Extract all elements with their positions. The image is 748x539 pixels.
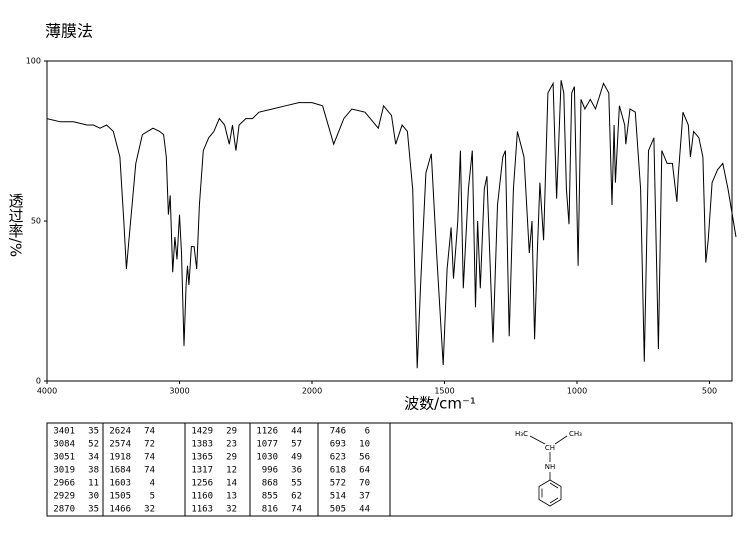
peak-wavenumber: 505 (330, 505, 346, 515)
peak-wavenumber: 2966 (53, 479, 75, 489)
peak-transmittance: 37 (359, 492, 370, 502)
peak-wavenumber: 2574 (109, 440, 131, 450)
x-axis-label: 波数/cm⁻¹ (404, 395, 476, 413)
peak-transmittance: 23 (226, 440, 237, 450)
structure-label: H₃C (515, 430, 528, 438)
peak-wavenumber: 3051 (53, 453, 75, 463)
peak-transmittance: 14 (226, 479, 237, 489)
table-dividers (102, 423, 391, 516)
bonds (529, 435, 568, 507)
peak-wavenumber: 3084 (53, 440, 75, 450)
peak-transmittance: 62 (291, 492, 302, 502)
structure: H₃C CH₃ CH NH (515, 430, 582, 507)
structure-label: NH (545, 463, 556, 471)
peak-transmittance: 5 (150, 492, 155, 502)
peak-transmittance: 32 (144, 505, 155, 515)
peak-transmittance: 32 (226, 505, 237, 515)
peak-wavenumber: 1256 (191, 479, 213, 489)
peak-wavenumber: 693 (330, 440, 346, 450)
peak-wavenumber: 2929 (53, 492, 75, 502)
peak-transmittance: 44 (291, 427, 302, 437)
peak-wavenumber: 1365 (191, 453, 213, 463)
peak-wavenumber: 1918 (109, 453, 131, 463)
peak-transmittance: 74 (291, 505, 302, 515)
peak-transmittance: 11 (88, 479, 99, 489)
peak-transmittance: 29 (226, 427, 237, 437)
peak-wavenumber: 2624 (109, 427, 131, 437)
peak-transmittance: 13 (226, 492, 237, 502)
peak-transmittance: 72 (144, 440, 155, 450)
peak-wavenumber: 1126 (256, 427, 278, 437)
peak-wavenumber: 1684 (109, 466, 131, 476)
peak-wavenumber: 1466 (109, 505, 131, 515)
y-axis-label: 透过率/% (7, 193, 25, 257)
peak-wavenumber: 1429 (191, 427, 213, 437)
peak-wavenumber: 1163 (191, 505, 213, 515)
peak-wavenumber: 746 (330, 427, 346, 437)
peak-transmittance: 55 (291, 479, 302, 489)
plot-frame (46, 60, 733, 382)
peak-wavenumber: 1077 (256, 440, 278, 450)
peak-transmittance: 74 (144, 427, 155, 437)
peak-transmittance: 30 (88, 492, 99, 502)
peak-wavenumber: 618 (330, 466, 346, 476)
peak-wavenumber: 514 (330, 492, 346, 502)
peak-transmittance: 38 (88, 466, 99, 476)
peak-transmittance: 74 (144, 466, 155, 476)
peak-transmittance: 70 (359, 479, 370, 489)
peak-wavenumber: 623 (330, 453, 346, 463)
peak-wavenumber: 816 (262, 505, 278, 515)
peak-transmittance: 34 (88, 453, 99, 463)
peak-transmittance: 6 (365, 427, 370, 437)
structure-label: CH (545, 444, 555, 452)
peak-transmittance: 49 (291, 453, 302, 463)
peak-transmittance: 64 (359, 466, 370, 476)
peak-wavenumber: 1603 (109, 479, 131, 489)
peak-wavenumber: 1317 (191, 466, 213, 476)
peak-transmittance: 36 (291, 466, 302, 476)
x-tick-label: 1000 (567, 387, 587, 396)
peak-transmittance: 74 (144, 453, 155, 463)
x-tick-label: 4000 (37, 387, 57, 396)
peak-wavenumber: 1505 (109, 492, 131, 502)
peak-wavenumber: 2870 (53, 505, 75, 515)
peak-transmittance: 12 (226, 466, 237, 476)
peak-wavenumber: 3019 (53, 466, 75, 476)
structure-label: CH₃ (569, 430, 582, 438)
peak-wavenumber: 572 (330, 479, 346, 489)
x-tick-label: 500 (702, 387, 717, 396)
spectrum-line (46, 80, 737, 369)
chart-title: 薄膜法 (45, 22, 93, 41)
peak-wavenumber: 868 (262, 479, 278, 489)
x-tick-label: 3000 (169, 387, 189, 396)
peak-transmittance: 57 (291, 440, 302, 450)
peak-transmittance: 56 (359, 453, 370, 463)
x-tick-label: 1500 (434, 387, 454, 396)
y-tick-label: 100 (26, 57, 41, 66)
peak-wavenumber: 1160 (191, 492, 213, 502)
peak-transmittance: 35 (88, 427, 99, 437)
peak-transmittance: 4 (150, 479, 155, 489)
peak-transmittance: 44 (359, 505, 370, 515)
y-tick-label: 0 (36, 377, 41, 386)
peak-transmittance: 29 (226, 453, 237, 463)
peak-wavenumber: 1030 (256, 453, 278, 463)
peak-transmittance: 10 (359, 440, 370, 450)
peak-transmittance: 52 (88, 440, 99, 450)
y-tick-label: 50 (31, 217, 41, 226)
peak-wavenumber: 855 (262, 492, 278, 502)
peak-wavenumber: 3401 (53, 427, 75, 437)
x-tick-label: 2000 (302, 387, 322, 396)
peak-wavenumber: 1383 (191, 440, 213, 450)
peak-transmittance: 35 (88, 505, 99, 515)
peak-wavenumber: 996 (262, 466, 278, 476)
